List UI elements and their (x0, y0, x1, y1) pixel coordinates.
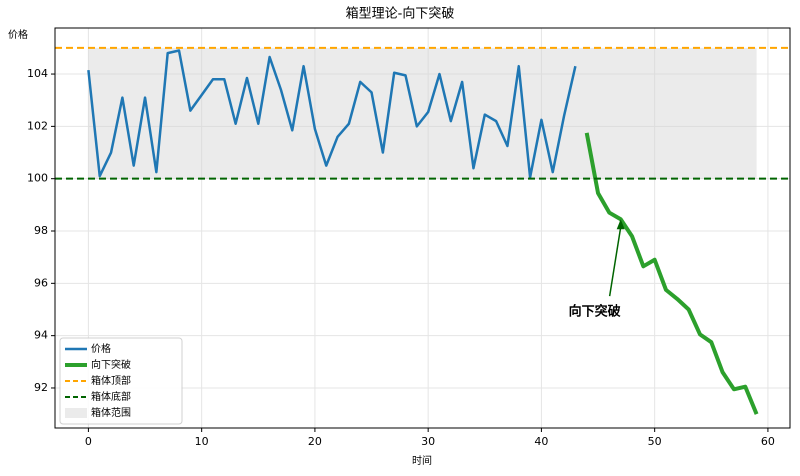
series-line (584, 132, 759, 415)
legend-label: 箱体底部 (91, 390, 131, 403)
x-tick-label: 30 (421, 435, 435, 448)
legend-label: 箱体范围 (91, 406, 131, 419)
y-tick-label: 96 (34, 276, 48, 289)
legend-label: 向下突破 (91, 358, 131, 371)
x-tick-label: 0 (85, 435, 92, 448)
legend-label: 价格 (91, 342, 111, 355)
legend-swatch (65, 408, 87, 418)
x-tick-label: 60 (761, 435, 775, 448)
series-line (87, 49, 577, 179)
y-tick-label: 100 (27, 172, 48, 185)
annotation-text: 向下突破 (569, 304, 621, 320)
legend-label: 箱体顶部 (91, 374, 131, 387)
y-axis-label: 价格 (8, 28, 28, 41)
x-tick-label: 40 (534, 435, 548, 448)
arrow-head (616, 219, 625, 230)
y-tick-label: 98 (34, 224, 48, 237)
box-range (88, 47, 757, 179)
x-tick-label: 20 (308, 435, 322, 448)
chart-title: 箱型理论-向下突破 (346, 6, 455, 22)
x-tick-label: 10 (195, 435, 209, 448)
legend-box (59, 337, 183, 425)
y-tick-label: 102 (27, 119, 48, 132)
x-axis-label: 时间 (412, 454, 432, 467)
annotation-arrow (608, 227, 622, 297)
plot-frame (54, 27, 791, 429)
y-tick-label: 92 (34, 381, 48, 394)
x-tick-label: 50 (648, 435, 662, 448)
y-tick-label: 94 (34, 329, 48, 342)
y-tick-label: 104 (27, 67, 48, 80)
